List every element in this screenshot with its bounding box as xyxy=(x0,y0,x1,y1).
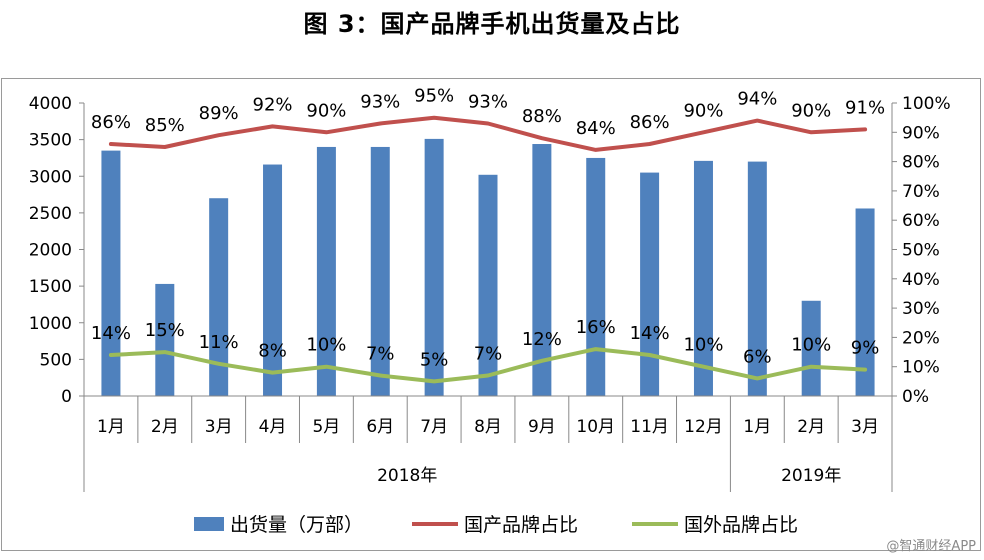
x-tick-label: 11月 xyxy=(630,417,669,437)
x-tick-label: 1月 xyxy=(97,417,125,437)
y-left-tick-label: 500 xyxy=(40,350,72,370)
data-label-domestic: 88% xyxy=(522,106,562,127)
x-tick-label: 2月 xyxy=(797,417,825,437)
y-right-tick-label: 20% xyxy=(902,328,940,348)
data-label-foreign: 10% xyxy=(683,335,723,356)
y-right-tick-label: 80% xyxy=(902,153,940,173)
data-label-foreign: 6% xyxy=(743,346,772,367)
data-label-domestic: 90% xyxy=(791,100,831,121)
bar-shipment xyxy=(640,172,660,396)
data-label-foreign: 9% xyxy=(851,338,880,359)
bar-shipment xyxy=(316,146,336,396)
data-label-domestic: 85% xyxy=(145,115,185,136)
data-label-foreign: 10% xyxy=(306,335,346,356)
bar-shipment xyxy=(532,144,552,396)
data-label-domestic: 94% xyxy=(737,89,777,110)
bar-shipment xyxy=(101,150,121,396)
data-label-foreign: 12% xyxy=(522,329,562,350)
data-label-domestic: 93% xyxy=(468,92,508,113)
line-foreign-share xyxy=(108,347,868,384)
y-left-tick-label: 1500 xyxy=(29,277,72,297)
data-label-domestic: 86% xyxy=(91,112,131,133)
data-label-foreign: 14% xyxy=(630,323,670,344)
y-right-tick-label: 70% xyxy=(902,182,940,202)
legend-label-foreign: 国外品牌占比 xyxy=(684,514,798,536)
x-group-label: 2019年 xyxy=(781,466,841,486)
x-group-label: 2018年 xyxy=(377,466,437,486)
x-tick-label: 4月 xyxy=(259,417,287,437)
x-tick-label: 7月 xyxy=(420,417,448,437)
y-left-tick-label: 2000 xyxy=(29,241,72,261)
chart-frame xyxy=(1,78,981,551)
x-tick-label: 9月 xyxy=(528,417,556,437)
data-label-domestic: 90% xyxy=(306,100,346,121)
bar-shipment xyxy=(478,174,498,396)
data-label-domestic: 91% xyxy=(845,97,885,118)
y-right-tick-label: 100% xyxy=(902,94,951,114)
data-label-foreign: 10% xyxy=(791,335,831,356)
data-label-foreign: 7% xyxy=(366,343,395,364)
y-right-tick-label: 60% xyxy=(902,211,940,231)
y-left-tick-label: 1000 xyxy=(29,314,72,334)
x-tick-label: 5月 xyxy=(312,417,340,437)
x-tick-label: 6月 xyxy=(366,417,394,437)
data-label-domestic: 86% xyxy=(630,112,670,133)
data-label-foreign: 7% xyxy=(474,343,503,364)
bar-shipment xyxy=(855,208,875,396)
legend-swatch-shipment xyxy=(194,517,224,531)
y-right-tick-label: 30% xyxy=(902,299,940,319)
watermark: @智通财经APP xyxy=(886,539,976,554)
y-right-tick-label: 90% xyxy=(902,123,940,143)
chart-title: 图 3：国产品牌手机出货量及占比 xyxy=(303,10,681,38)
data-label-domestic: 92% xyxy=(253,94,293,115)
data-label-domestic: 95% xyxy=(414,86,454,107)
x-tick-label: 1月 xyxy=(743,417,771,437)
y-left-tick-label: 3500 xyxy=(29,131,72,151)
x-tick-label: 3月 xyxy=(851,417,879,437)
x-tick-label: 3月 xyxy=(205,417,233,437)
bar-shipment xyxy=(263,164,283,396)
data-label-domestic: 84% xyxy=(576,118,616,139)
y-left-tick-label: 2500 xyxy=(29,204,72,224)
bar-shipment xyxy=(747,161,767,396)
y-right-tick-label: 10% xyxy=(902,358,940,378)
x-tick-label: 8月 xyxy=(474,417,502,437)
y-left-tick-label: 4000 xyxy=(29,94,72,114)
bar-shipment xyxy=(801,300,821,396)
data-label-domestic: 89% xyxy=(199,103,239,124)
data-label-foreign: 5% xyxy=(420,349,449,370)
data-label-domestic: 93% xyxy=(360,92,400,113)
data-label-foreign: 15% xyxy=(145,320,185,341)
y-right-tick-label: 0% xyxy=(902,387,929,407)
y-left-tick-label: 0 xyxy=(61,387,72,407)
y-left-tick-label: 3000 xyxy=(29,167,72,187)
bar-shipment xyxy=(424,138,444,396)
data-label-foreign: 11% xyxy=(199,332,239,353)
legend-label-shipment: 出货量（万部） xyxy=(230,514,363,536)
bar-shipment xyxy=(586,157,606,396)
y-right-tick-label: 50% xyxy=(902,241,940,261)
bar-shipment xyxy=(209,198,229,396)
x-tick-label: 2月 xyxy=(151,417,179,437)
data-label-domestic: 90% xyxy=(683,100,723,121)
bar-shipment xyxy=(693,160,713,396)
data-label-foreign: 14% xyxy=(91,323,131,344)
x-tick-label: 10月 xyxy=(576,417,615,437)
line-domestic-share xyxy=(108,115,868,152)
data-label-foreign: 16% xyxy=(576,317,616,338)
bar-shipment xyxy=(155,283,175,396)
x-tick-label: 12月 xyxy=(684,417,723,437)
data-label-foreign: 8% xyxy=(258,341,287,362)
bar-shipment xyxy=(370,146,390,396)
legend-label-domestic: 国产品牌占比 xyxy=(464,514,578,536)
y-right-tick-label: 40% xyxy=(902,270,940,290)
